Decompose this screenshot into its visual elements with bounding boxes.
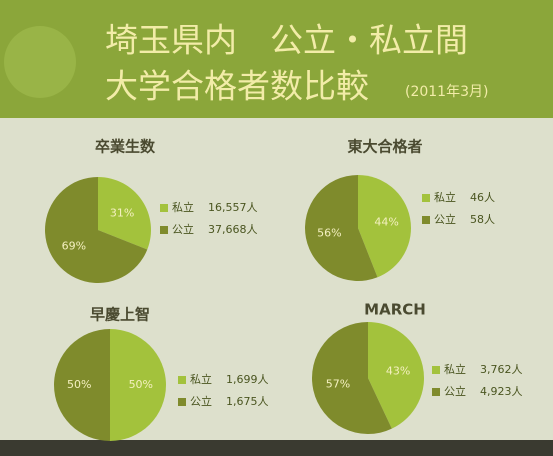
header-line2: 大学合格者数比較 (105, 67, 369, 106)
legend-count: 4,923人 (480, 385, 523, 398)
legend-swatch (432, 388, 440, 396)
slice-label: 50% (67, 378, 91, 391)
legend-swatch (178, 376, 186, 384)
legend-label: 私立 (190, 372, 212, 386)
slice-label: 44% (374, 216, 398, 229)
legend-count: 3,762人 (480, 363, 523, 376)
header-decoration (4, 26, 76, 98)
legend-count: 37,668人 (208, 223, 258, 236)
legend-swatch (160, 204, 168, 212)
legend-label: 私立 (444, 362, 466, 376)
slice-label: 50% (129, 378, 153, 391)
legend-swatch (422, 216, 430, 224)
slice-label: 43% (386, 364, 410, 377)
header-line1: 埼玉県内 公立・私立間 (105, 21, 468, 60)
chart-title: MARCH (364, 301, 426, 319)
legend-count: 46人 (470, 191, 495, 204)
legend-label: 公立 (434, 212, 456, 226)
chart-title: 東大合格者 (347, 138, 422, 156)
legend-swatch (178, 398, 186, 406)
header-date: (2011年3月) (405, 84, 488, 100)
legend-label: 公立 (444, 384, 466, 398)
slice-label: 69% (62, 239, 86, 252)
legend-swatch (432, 366, 440, 374)
slice-label: 57% (326, 378, 350, 391)
legend-count: 1,699人 (226, 373, 269, 386)
legend-count: 58人 (470, 213, 495, 226)
legend-count: 1,675人 (226, 395, 269, 408)
chart-title: 早慶上智 (90, 306, 150, 324)
chart-title: 卒業生数 (95, 138, 156, 156)
legend-label: 公立 (190, 394, 212, 408)
legend-label: 私立 (172, 200, 194, 214)
slice-label: 31% (110, 207, 134, 220)
legend-count: 16,557人 (208, 201, 258, 214)
page: {"header": {"line1": "埼玉県内 公立・私立間", "lin… (0, 0, 553, 456)
slice-label: 56% (317, 226, 341, 239)
legend-label: 公立 (172, 222, 194, 236)
legend-swatch (160, 226, 168, 234)
legend-label: 私立 (434, 190, 456, 204)
slide: 埼玉県内 公立・私立間 大学合格者数比較 (2011年3月) 卒業生数 31% 私立… (0, 0, 553, 456)
legend-swatch (422, 194, 430, 202)
